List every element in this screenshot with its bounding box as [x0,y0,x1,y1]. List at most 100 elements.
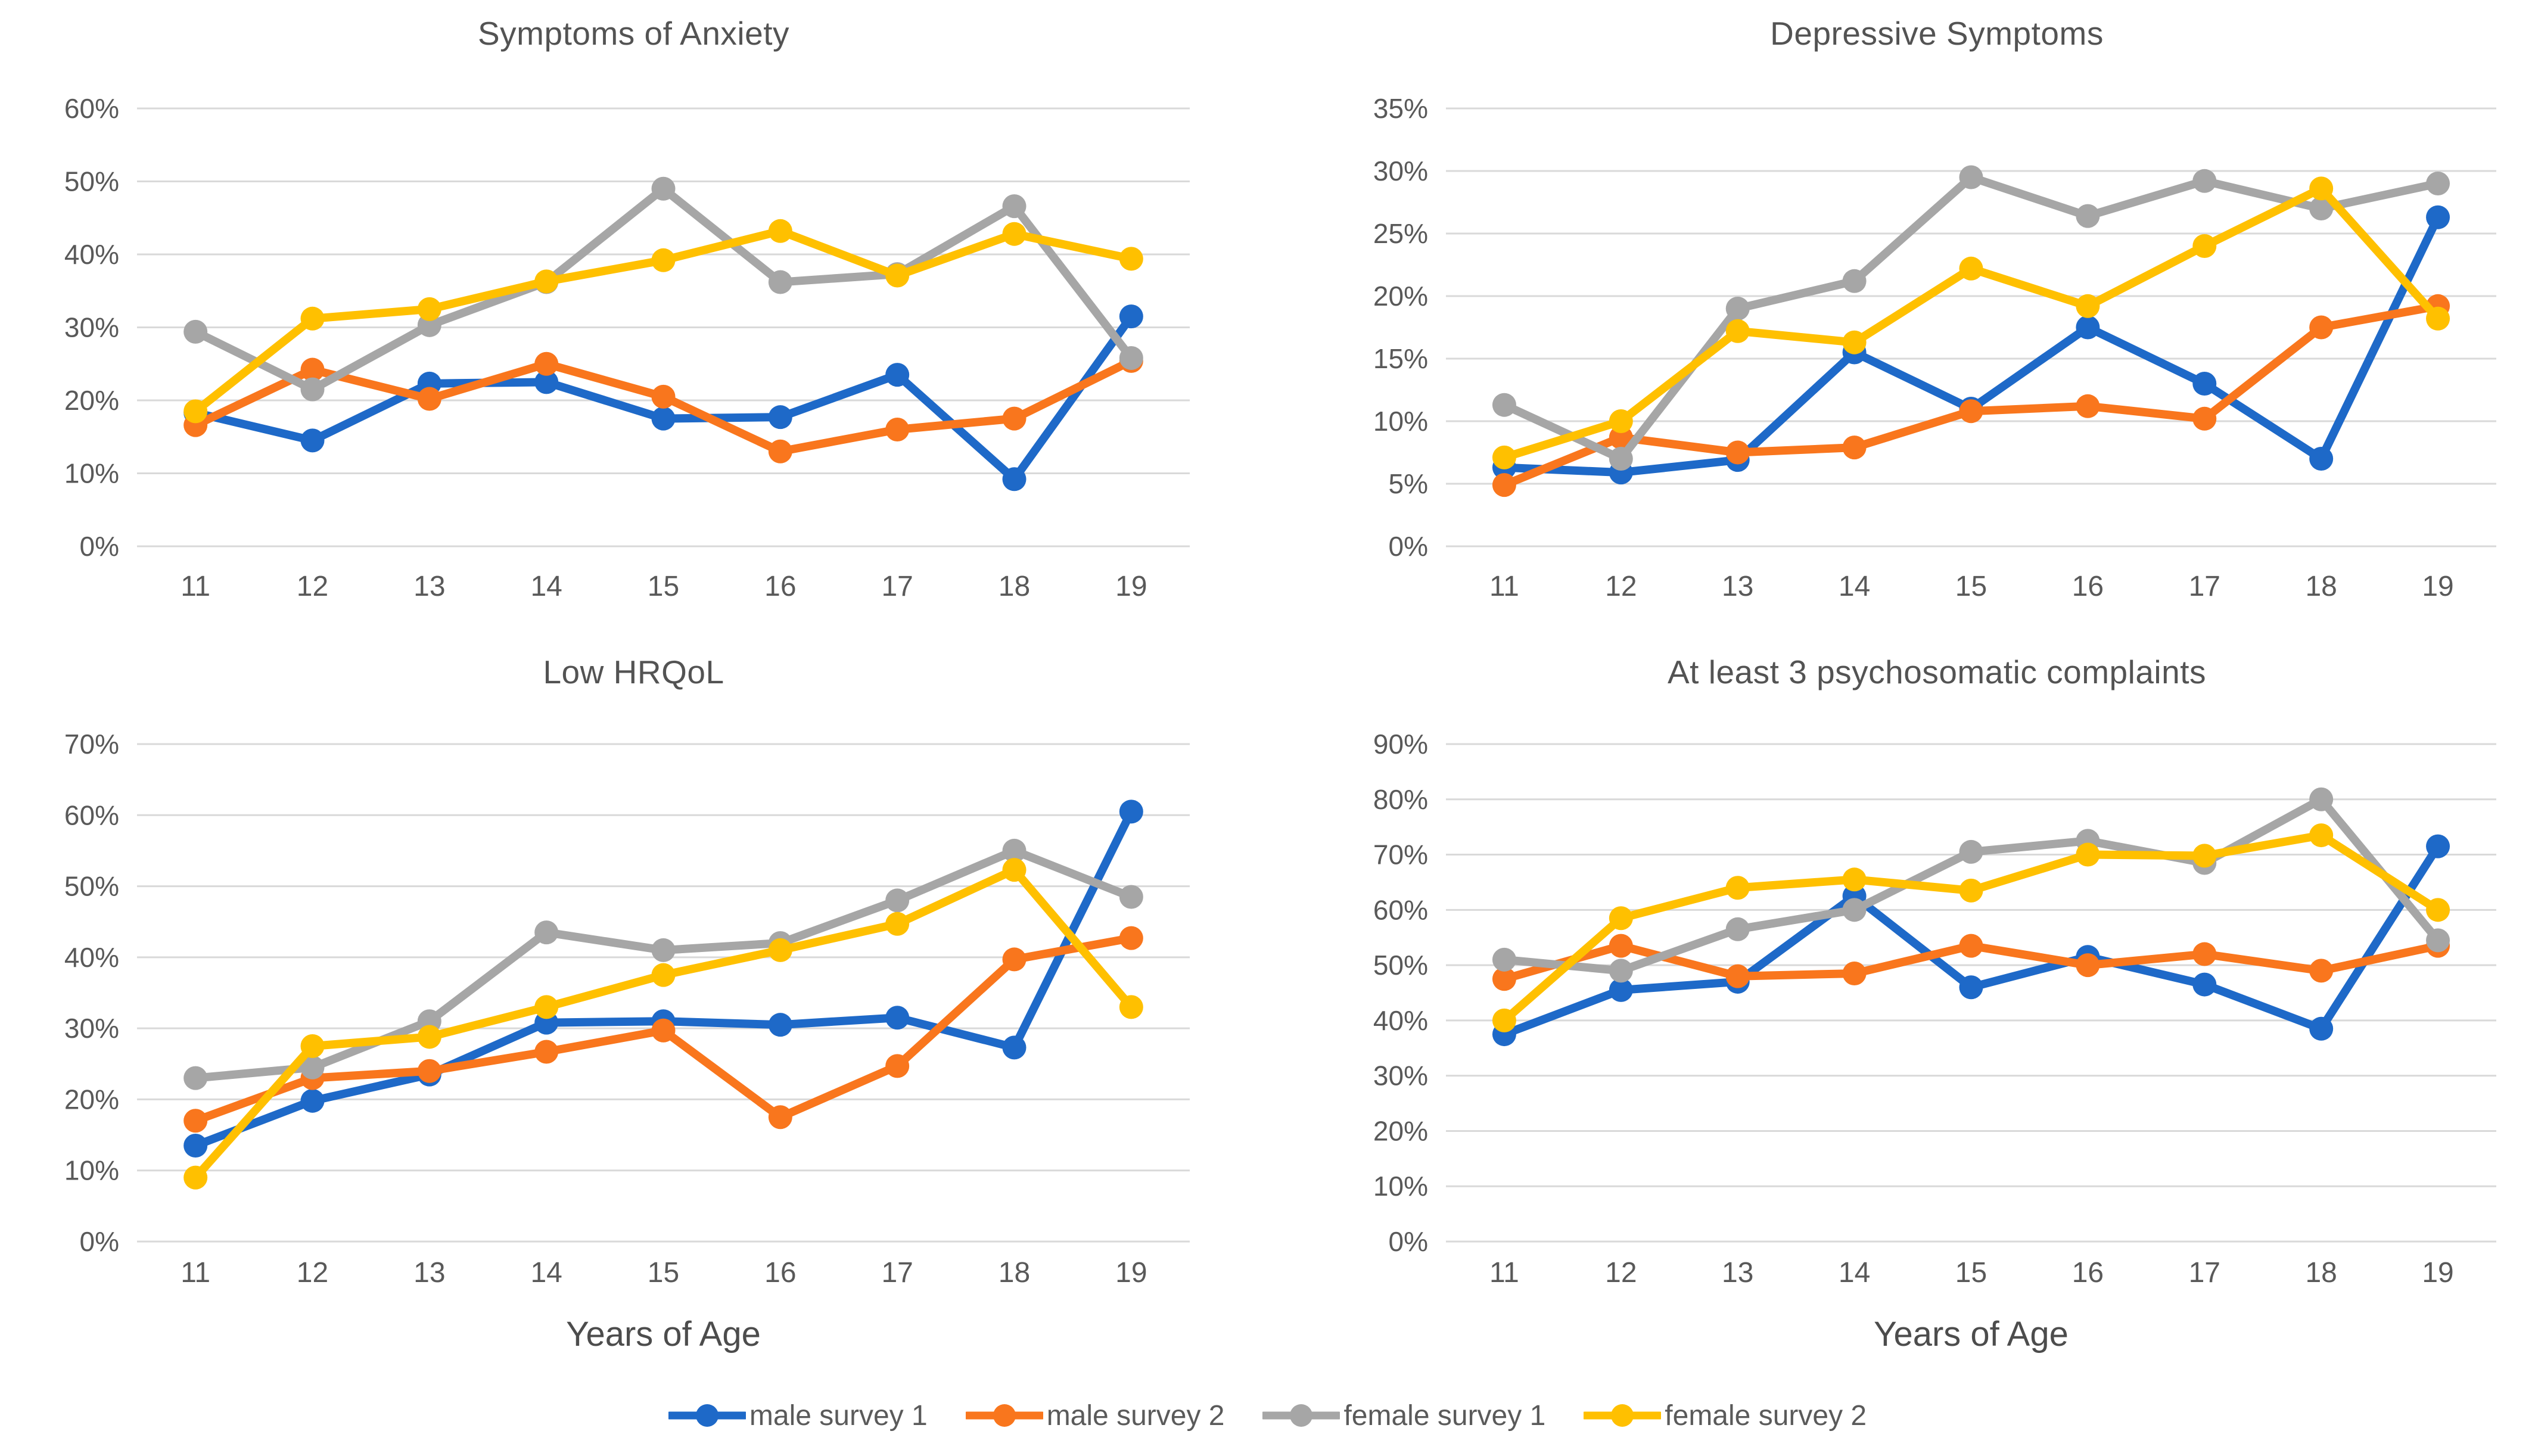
x-tick-label: 17 [881,571,913,602]
data-point-male-survey-2-13 [417,387,441,411]
data-point-male-survey-2-13 [417,1059,441,1083]
data-point-male-survey-2-18 [2309,315,2334,340]
data-point-female-survey-1-16 [2076,204,2100,228]
data-point-female-survey-2-12 [1609,906,1633,931]
data-point-female-survey-2-13 [1725,876,1750,900]
data-point-male-survey-2-18 [1002,406,1027,431]
data-point-male-survey-2-19 [1119,926,1143,950]
data-point-male-survey-2-14 [1842,435,1867,460]
data-point-female-survey-1-12 [1609,959,1633,983]
y-tick-label: 50% [64,871,119,902]
data-point-female-survey-2-17 [885,263,910,288]
data-point-male-survey-2-11 [183,1109,208,1133]
data-point-female-survey-2-15 [651,963,676,987]
data-point-female-survey-1-14 [1842,269,1867,293]
data-point-female-survey-1-15 [651,938,676,962]
data-point-female-survey-1-18 [2309,197,2334,220]
data-point-male-survey-1-14 [534,370,559,394]
x-tick-label: 17 [881,1257,913,1289]
y-tick-label: 10% [1373,1171,1428,1202]
x-tick-label: 11 [181,1257,210,1289]
data-point-male-survey-1-19 [2426,205,2450,229]
y-tick-label: 60% [64,93,119,124]
x-tick-label: 19 [1115,1257,1147,1289]
y-tick-label: 20% [1373,281,1428,312]
data-point-male-survey-1-18 [1002,1035,1027,1060]
legend-marker-dot [695,1404,718,1427]
y-tick-label: 0% [1389,531,1428,562]
data-point-male-survey-1-16 [768,405,792,430]
data-point-female-survey-2-14 [534,269,559,294]
line-chart-canvas-hrqol: 0% 10% 20% 30% 40% 50% 60% 70% 11 12 13 14 15 16 17 18 1… [64,729,1190,1289]
data-point-female-survey-2-18 [2309,823,2334,848]
data-point-male-survey-2-16 [2076,394,2100,418]
chart-legend: male survey 1 male survey 2 female survey … [0,1380,2535,1451]
data-point-female-survey-1-11 [183,1066,208,1090]
data-point-female-survey-2-11 [1492,1008,1516,1032]
data-point-female-survey-1-17 [2192,169,2217,193]
x-tick-label: 12 [1605,571,1637,602]
data-point-female-survey-2-15 [1959,256,1983,281]
data-point-female-survey-2-11 [1492,445,1516,469]
legend-label: female survey 1 [1343,1399,1546,1432]
line-chart-canvas-anxiety: 0% 10% 20% 30% 40% 50% 60% 11 12 13 14 15 16 17 18 19 [64,93,1190,602]
x-tick-label: 15 [1955,1257,1987,1289]
x-tick-label: 18 [999,1257,1030,1289]
y-tick-label: 10% [64,458,119,489]
data-point-male-survey-2-12 [1609,934,1633,958]
x-tick-label: 16 [764,571,796,602]
x-tick-label: 11 [1489,571,1519,602]
x-tick-label: 18 [2305,571,2337,602]
x-tick-label: 18 [2305,1257,2337,1289]
y-tick-label: 30% [1373,1060,1428,1091]
legend-label: male survey 2 [1046,1399,1225,1432]
y-tick-label: 40% [1373,1005,1428,1036]
data-point-male-survey-1-12 [300,428,325,453]
data-point-female-survey-2-14 [534,995,559,1019]
x-axis-title: Years of Age [566,1314,761,1354]
data-point-female-survey-2-11 [183,1165,208,1190]
y-tick-label: 10% [64,1155,119,1186]
legend-item-male-survey-1: male survey 1 [668,1399,928,1432]
y-tick-label: 0% [80,1226,119,1257]
legend-item-male-survey-2: male survey 2 [965,1399,1225,1432]
x-tick-label: 14 [1839,571,1870,602]
y-tick-label: 40% [64,239,119,270]
x-tick-label: 18 [999,571,1030,602]
data-point-male-survey-2-13 [1725,964,1750,988]
y-tick-label: 15% [1373,343,1428,374]
data-point-female-survey-2-12 [1609,409,1633,433]
legend-marker-dot [1611,1404,1634,1427]
x-tick-label: 14 [530,1257,562,1289]
data-point-male-survey-2-17 [885,418,910,441]
legend-label: female survey 2 [1665,1399,1867,1432]
legend-marker-dot [1290,1404,1313,1427]
x-tick-label: 16 [2072,1257,2104,1289]
y-tick-label: 80% [1373,784,1428,815]
chart-title: Symptoms of Anxiety [477,15,790,52]
y-tick-label: 0% [1389,1226,1428,1257]
chart-title: Low HRQoL [543,654,724,690]
x-tick-label: 12 [1605,1257,1637,1289]
y-tick-label: 20% [64,385,119,416]
data-point-female-survey-1-18 [1002,194,1027,219]
data-point-male-survey-2-15 [1959,934,1983,958]
data-point-female-survey-2-16 [768,938,792,962]
data-point-female-survey-2-19 [1119,995,1143,1019]
x-tick-label: 15 [648,1257,679,1289]
data-point-female-survey-2-18 [1002,222,1027,246]
x-tick-label: 17 [2189,571,2220,602]
x-tick-label: 15 [1955,571,1987,602]
line-chart-canvas-psychosomatic: 0% 10% 20% 30% 40% 50% 60% 70% 80% 90% 11 12 13 14 15 1… [1373,729,2496,1289]
data-point-female-survey-1-19 [2426,928,2450,953]
data-point-male-survey-1-18 [2309,447,2334,471]
data-point-male-survey-1-16 [2076,315,2100,340]
data-point-female-survey-2-13 [417,1025,441,1049]
data-point-male-survey-2-18 [2309,959,2334,983]
data-point-male-survey-2-15 [651,384,676,409]
data-point-male-survey-1-17 [2192,372,2217,396]
data-point-male-survey-1-19 [2426,834,2450,858]
data-point-female-survey-2-17 [2192,844,2217,868]
y-tick-label: 25% [1373,218,1428,249]
legend-marker-female-survey-2 [1584,1404,1662,1427]
